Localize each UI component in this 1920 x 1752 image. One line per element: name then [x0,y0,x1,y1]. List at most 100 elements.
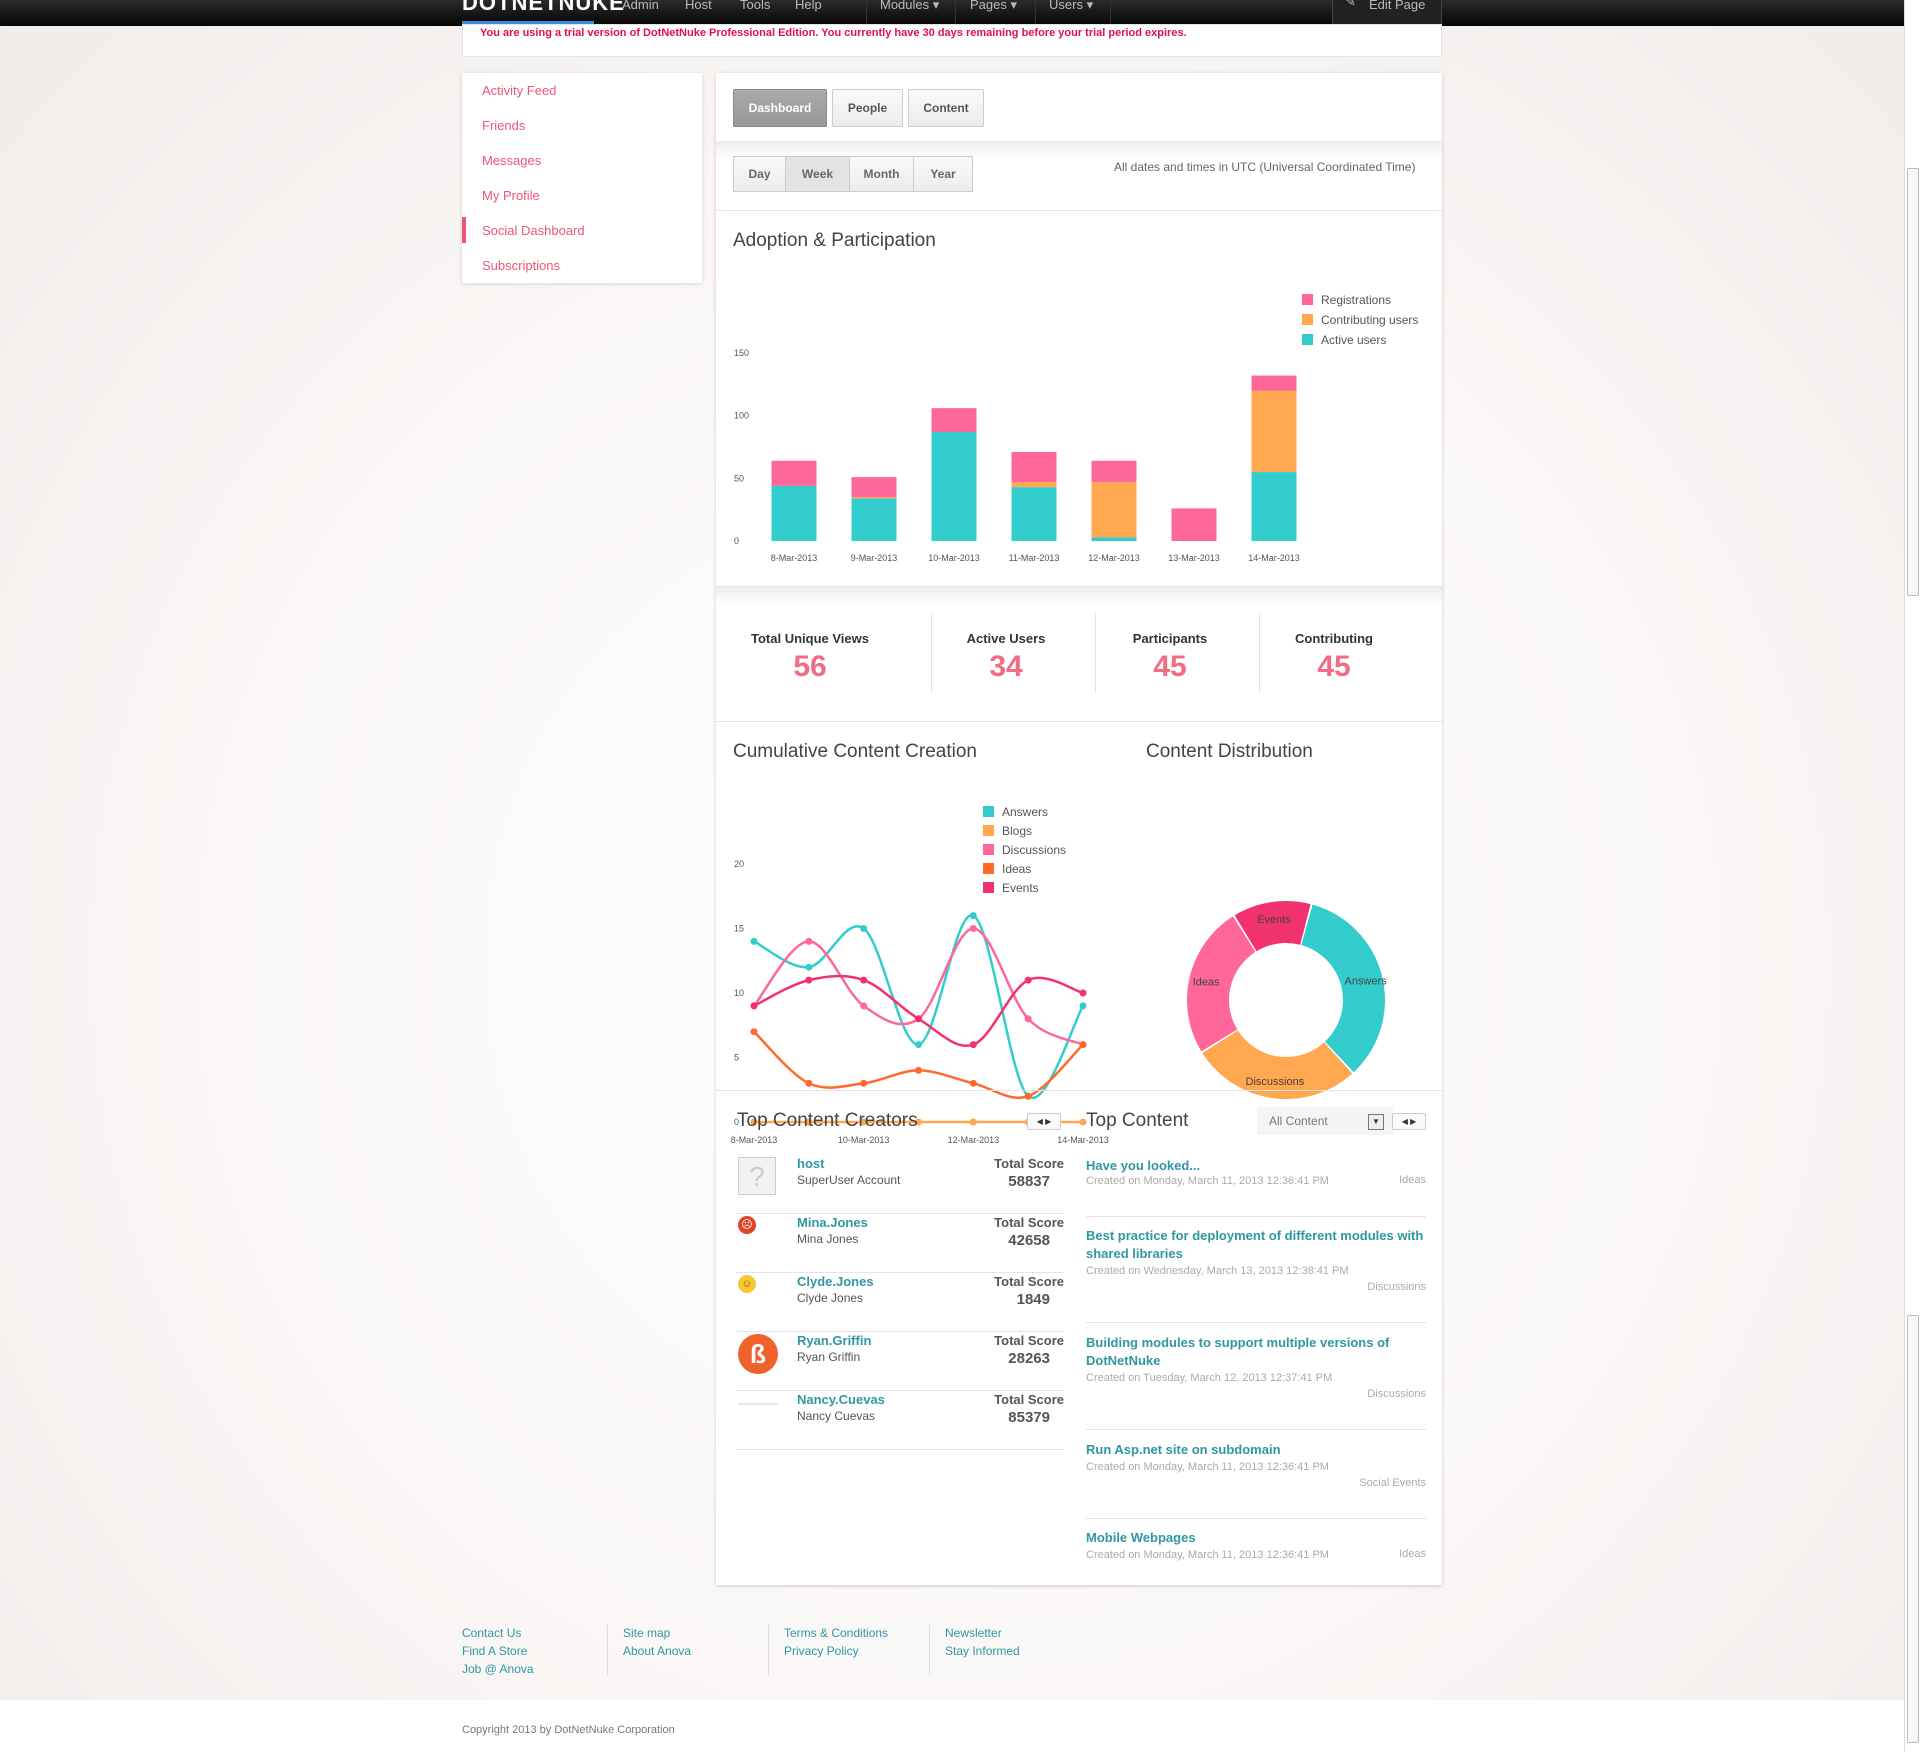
creator-display-name: Ryan Griffin [797,1350,861,1364]
content-title-link[interactable]: Mobile Webpages [1086,1530,1196,1545]
top-content-title: Top Content [1086,1110,1189,1131]
y-tick-label: 0 [734,1117,739,1127]
content-item[interactable]: Best practice for deployment of differen… [1086,1227,1426,1323]
creator-username[interactable]: Clyde.Jones [797,1274,874,1289]
range-week[interactable]: Week [785,156,850,192]
x-tick-label: 12-Mar-2013 [1088,553,1140,563]
footer-link-find-store[interactable]: Find A Store [462,1644,528,1658]
tab-content[interactable]: Content [908,89,984,127]
content-pager[interactable]: ◀ ▶ [1392,1113,1426,1130]
nav-pages-menu[interactable]: Pages ▾ [970,0,1018,12]
sidebar-item-my-profile[interactable]: My Profile [482,188,540,203]
score-value: 58837 [1008,1173,1050,1190]
sidebar-item-friends[interactable]: Friends [482,118,526,133]
sidebar-item-subscriptions[interactable]: Subscriptions [482,258,561,273]
bar-segment [771,485,817,541]
creator-username[interactable]: host [797,1156,825,1171]
prev-arrow-icon[interactable]: ◀ [1401,1117,1408,1126]
content-item[interactable]: Building modules to support multiple ver… [1086,1334,1426,1430]
scrollbar-thumb[interactable] [1907,168,1919,596]
next-arrow-icon[interactable]: ▶ [1410,1117,1417,1126]
stat-divider [931,613,932,693]
dropdown-arrow-icon[interactable]: ▼ [1368,1114,1384,1130]
legend-swatch [983,806,994,817]
footer-link-site-map[interactable]: Site map [623,1626,671,1640]
nav-divider [955,0,956,26]
caret-down-icon: ▾ [1086,0,1094,12]
page-scrollbar[interactable] [1904,0,1920,1752]
footer-link-contact-us[interactable]: Contact Us [462,1626,522,1640]
sidebar-item-activity-feed[interactable]: Activity Feed [482,83,557,98]
range-month[interactable]: Month [849,156,914,192]
prev-arrow-icon[interactable]: ◀ [1036,1117,1043,1126]
range-year[interactable]: Year [913,156,973,192]
creator-row[interactable]: ☺ Clyde.Jones Clyde Jones Total Score 18… [736,1273,1064,1332]
bar-segment [1011,487,1057,541]
footer-divider [607,1625,608,1675]
tab-dashboard[interactable]: Dashboard [733,89,827,127]
bar-segment [771,460,817,486]
tab-people[interactable]: People [832,89,903,127]
content-category: Ideas [1399,1174,1426,1186]
scrollbar-thumb[interactable] [1907,1315,1919,1743]
content-title-link[interactable]: Building modules to support multiple ver… [1086,1335,1390,1368]
footer-link-about[interactable]: About Anova [623,1644,692,1658]
bar-segment [851,477,897,498]
content-title-link[interactable]: Best practice for deployment of differen… [1086,1228,1424,1261]
content-title-link[interactable]: Run Asp.net site on subdomain [1086,1442,1281,1457]
content-category: Discussions [1367,1281,1426,1293]
data-point [1079,1041,1087,1049]
creator-row[interactable]: ☹ Mina.Jones Mina Jones Total Score 4265… [736,1214,1064,1273]
creator-username[interactable]: Nancy.Cuevas [797,1392,885,1407]
copyright-bar [0,1700,1904,1752]
legend-item: Answers [983,805,1066,824]
creators-pager[interactable]: ◀ ▶ [1027,1113,1061,1130]
nav-help[interactable]: Help [795,0,822,12]
dnn-logo[interactable]: DOTNETNUKE [462,0,625,15]
creator-row[interactable]: ß Ryan.Griffin Ryan Griffin Total Score … [736,1332,1064,1391]
creator-username[interactable]: Ryan.Griffin [797,1333,872,1348]
data-point [860,1002,868,1010]
nav-users-menu[interactable]: Users ▾ [1049,0,1094,12]
x-tick-label: 8-Mar-2013 [771,553,818,563]
data-point [969,1041,977,1049]
footer-link-privacy[interactable]: Privacy Policy [784,1644,859,1658]
footer-link-job[interactable]: Job @ Anova [462,1662,534,1676]
content-item[interactable]: Mobile Webpages Created on Monday, March… [1086,1529,1426,1575]
data-point [805,963,813,971]
bar-segment [1251,472,1297,541]
content-title-link[interactable]: Have you looked... [1086,1158,1201,1173]
logo-underline [462,21,594,25]
slice-label: Discussions [1246,1076,1305,1088]
score-label: Total Score [994,1392,1064,1407]
edit-page-button[interactable]: ✎ Edit Page [1332,0,1442,26]
score-value: 1849 [1016,1291,1050,1308]
sidebar-item-social-dashboard[interactable]: Social Dashboard [462,217,702,243]
next-arrow-icon[interactable]: ▶ [1045,1117,1052,1126]
nav-tools[interactable]: Tools [740,0,771,12]
sidebar-item-messages[interactable]: Messages [482,153,542,168]
content-item[interactable]: Run Asp.net site on subdomain Created on… [1086,1441,1426,1519]
footer-link-terms[interactable]: Terms & Conditions [784,1626,889,1640]
legend-label: Registrations [1321,293,1392,307]
content-filter-select[interactable]: All Content ▼ [1257,1107,1393,1135]
nav-admin[interactable]: Admin [622,0,659,12]
nav-host[interactable]: Host [685,0,712,12]
legend-item: Active users [1302,333,1418,353]
data-point [1079,1118,1087,1126]
nav-modules-menu[interactable]: Modules ▾ [880,0,939,12]
creator-row[interactable]: ? host SuperUser Account Total Score 588… [736,1155,1064,1214]
slice-label: Events [1257,914,1291,926]
content-item[interactable]: Have you looked... Created on Monday, Ma… [1086,1157,1426,1217]
footer-link-newsletter[interactable]: Newsletter [945,1626,1002,1640]
x-tick-label: 10-Mar-2013 [928,553,980,563]
footer-link-stay-informed[interactable]: Stay Informed [945,1644,1020,1658]
creator-row[interactable]: Nancy.Cuevas Nancy Cuevas Total Score 85… [736,1391,1064,1450]
donut-slice [1234,901,1311,952]
range-day[interactable]: Day [733,156,786,192]
creator-username[interactable]: Mina.Jones [797,1215,868,1230]
default-avatar-icon: ? [738,1157,776,1195]
angry-emoji-icon: ☹ [738,1216,756,1234]
nav-modules-label: Modules [880,0,930,12]
caret-down-icon: ▾ [1010,0,1018,12]
